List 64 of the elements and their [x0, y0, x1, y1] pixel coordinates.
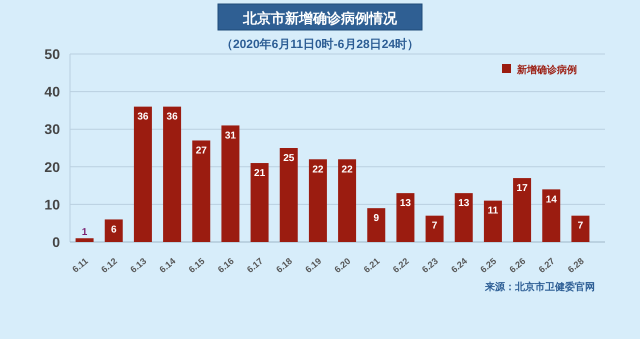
bar: [338, 159, 356, 242]
data-label: 17: [516, 183, 528, 194]
bar: [542, 189, 560, 242]
x-tick-label: 6.17: [245, 256, 265, 275]
data-label: 14: [546, 194, 558, 206]
x-tick-label: 6.14: [158, 256, 178, 275]
bar: [308, 159, 327, 242]
x-tick-label: 6.25: [478, 256, 498, 275]
bar: [221, 125, 240, 242]
bar: [192, 140, 210, 242]
y-tick-label: 20: [44, 158, 60, 175]
x-tick-label: 6.12: [99, 256, 120, 275]
data-label: 25: [283, 153, 295, 164]
x-tick-label: 6.23: [420, 256, 440, 275]
data-label: 36: [137, 112, 149, 123]
data-label: 13: [400, 198, 412, 210]
x-tick-label: 6.22: [390, 256, 411, 275]
x-tick-label: 6.15: [186, 256, 207, 275]
bar: [571, 216, 590, 242]
bar: [250, 163, 269, 242]
data-label: 27: [196, 145, 208, 156]
x-tick-label: 6.21: [362, 256, 382, 275]
bar: [280, 148, 298, 242]
y-tick-label: 30: [44, 121, 60, 138]
bar: [134, 106, 152, 242]
data-label: 36: [166, 112, 178, 123]
data-label: 1: [82, 227, 88, 238]
legend-label: 新增确诊病例: [516, 64, 577, 76]
bar: [454, 193, 473, 242]
x-tick-label: 6.28: [566, 256, 586, 275]
data-label: 7: [578, 220, 584, 232]
x-tick-label: 6.27: [536, 256, 557, 275]
chart-subtitle: （2020年6月11日0时-6月28日24时）: [220, 37, 420, 51]
data-label: 13: [458, 198, 470, 210]
y-tick-label: 50: [44, 46, 60, 62]
x-tick-label: 6.16: [216, 256, 236, 275]
data-label: 22: [312, 164, 324, 176]
source-note: 来源：北京市卫健委官网: [484, 281, 595, 293]
data-label: 6: [110, 224, 117, 236]
x-tick-label: 6.19: [303, 256, 324, 275]
bar: [426, 216, 444, 242]
bar: [396, 193, 414, 242]
x-tick-label: 6.26: [508, 256, 528, 275]
bar: [513, 178, 532, 242]
data-label: 7: [432, 220, 438, 232]
x-tick-label: 6.13: [128, 256, 148, 275]
bar: [104, 219, 123, 242]
y-tick-label: 10: [44, 196, 60, 212]
bar: [163, 106, 182, 242]
data-label: 22: [342, 164, 354, 176]
bar: [484, 200, 502, 242]
x-tick-label: 6.11: [70, 256, 90, 274]
y-tick-label: 40: [44, 84, 60, 100]
x-tick-label: 6.18: [274, 256, 294, 275]
x-tick-label: 6.20: [332, 256, 352, 275]
data-label: 9: [373, 213, 380, 224]
x-tick-label: 6.24: [449, 256, 470, 275]
data-label: 31: [224, 130, 236, 142]
bar: [367, 208, 386, 242]
chart-title: 北京市新增确诊病例情况: [242, 10, 398, 26]
bar: [76, 238, 94, 242]
data-label: 21: [254, 168, 266, 180]
data-label: 11: [488, 206, 499, 217]
y-tick-label: 0: [52, 234, 60, 250]
